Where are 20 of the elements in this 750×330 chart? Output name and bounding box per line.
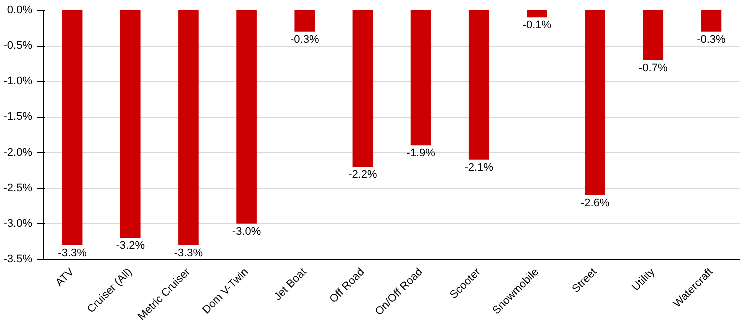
- data-label: -1.9%: [406, 148, 436, 160]
- data-label: -3.3%: [58, 247, 88, 260]
- y-tick-label: -3.0%: [4, 218, 33, 230]
- data-label: -0.7%: [639, 62, 668, 74]
- y-tick-label: -1.5%: [4, 111, 33, 124]
- data-label: -3.2%: [116, 240, 146, 252]
- data-label: -0.1%: [522, 20, 552, 32]
- y-tick-label: -3.5%: [4, 254, 33, 266]
- data-label: -2.6%: [580, 197, 610, 210]
- data-label: -0.3%: [290, 34, 320, 46]
- y-tick-label: 0.0%: [7, 4, 33, 16]
- y-tick-label: -2.0%: [4, 146, 33, 159]
- data-label: -3.3%: [174, 247, 204, 260]
- y-tick-label: -1.0%: [4, 76, 33, 88]
- data-label: -2.1%: [464, 162, 494, 174]
- y-tick-label: -2.5%: [4, 182, 33, 194]
- y-tick-label: -0.5%: [4, 40, 33, 52]
- data-label: -3.0%: [232, 226, 262, 238]
- data-label: -0.3%: [697, 34, 726, 46]
- data-label: -2.2%: [348, 169, 378, 182]
